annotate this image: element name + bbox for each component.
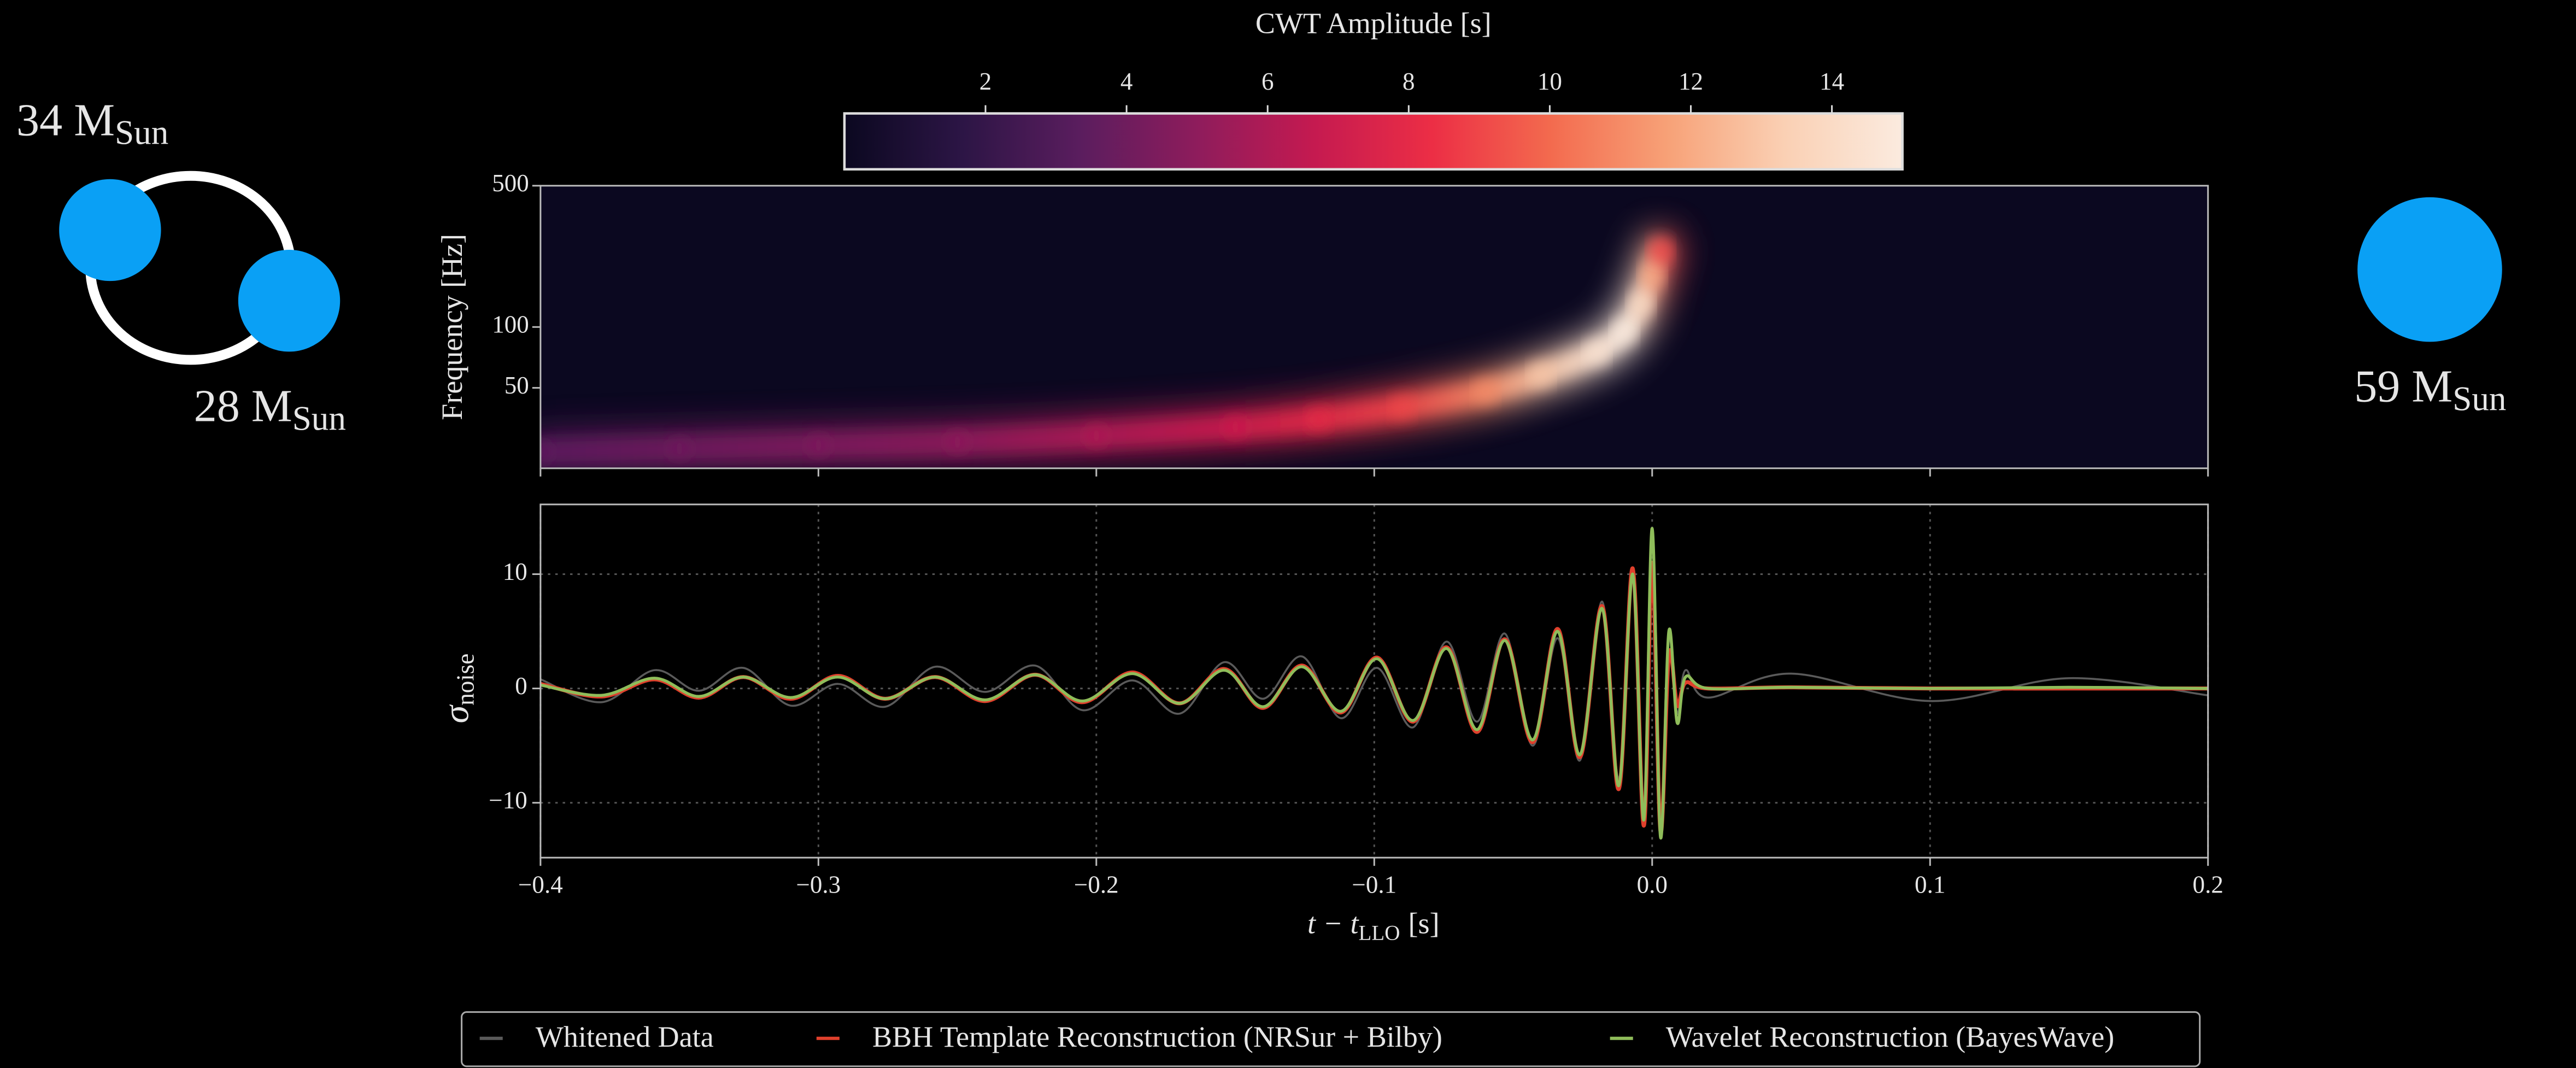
y-axis-label-2: σnoise xyxy=(437,654,479,724)
secondary-mass-text: 28 M xyxy=(194,381,292,432)
primary-mass-sub: Sun xyxy=(115,114,168,152)
colorbar-tick-label: 2 xyxy=(979,68,992,95)
y-tick-label: 500 xyxy=(492,169,529,197)
series-group xyxy=(540,527,2208,840)
colorbar-tick-label: 12 xyxy=(1679,68,1703,95)
x-tick-label: −0.1 xyxy=(1352,871,1396,899)
x-tick-label: −0.3 xyxy=(796,871,841,899)
colorbar-tick-label: 14 xyxy=(1820,68,1844,95)
chirp-point xyxy=(1585,342,1609,362)
remnant-mass-text: 59 M xyxy=(2354,361,2452,412)
chirp-point xyxy=(1084,426,1108,446)
colorbar-label: CWT Amplitude [s] xyxy=(1255,7,1492,40)
y-tick-label: −10 xyxy=(489,787,527,814)
legend-frame xyxy=(461,1011,2201,1067)
x-axis-label-sub: LLO xyxy=(1359,921,1400,944)
y-tick-label: 50 xyxy=(504,372,529,399)
chirp-point xyxy=(946,432,969,452)
chirp-point xyxy=(807,435,830,455)
chirp-point xyxy=(1640,265,1664,285)
x-tick-label: −0.2 xyxy=(1074,871,1119,899)
y-axis-label-2-sub: noise xyxy=(452,654,479,706)
chirp-point xyxy=(1390,397,1414,418)
x-tick-label: −0.4 xyxy=(518,871,563,899)
colorbar xyxy=(843,112,1904,171)
x-axis-label-text: t − t xyxy=(1307,907,1360,940)
series-line xyxy=(540,527,2208,840)
colorbar-tick-label: 4 xyxy=(1120,68,1133,95)
chirp-point xyxy=(540,442,552,462)
primary-mass-text: 34 M xyxy=(16,95,115,146)
chirp-point xyxy=(1474,382,1497,402)
legend-label: Whitened Data xyxy=(536,1020,714,1053)
primary-black-hole xyxy=(59,179,161,281)
legend-label: BBH Template Reconstruction (NRSur + Bil… xyxy=(872,1020,1442,1053)
chirp-point xyxy=(1307,409,1330,429)
chirp-point xyxy=(1529,365,1553,385)
chirp-point xyxy=(668,438,691,459)
y-axis-label: Frequency [Hz] xyxy=(436,234,468,420)
remnant-mass: 59 MSun xyxy=(2354,361,2506,418)
x-tick-label: 0.0 xyxy=(1637,871,1668,899)
chirp-point xyxy=(1629,294,1653,314)
chirp-point xyxy=(1224,417,1247,437)
legend-label: Wavelet Reconstruction (BayesWave) xyxy=(1666,1020,2114,1053)
x-axis-label: t − tLLO [s] xyxy=(1307,907,1440,945)
chirp-point xyxy=(1648,240,1673,260)
x-axis-label-unit: [s] xyxy=(1409,907,1440,940)
remnant-black-hole xyxy=(2357,197,2502,342)
y-tick-label: 100 xyxy=(492,311,529,338)
x-tick-label: 0.1 xyxy=(1915,871,1945,899)
y-tick-label: 10 xyxy=(503,558,527,585)
heatmap-field xyxy=(540,228,1682,468)
secondary-mass-sub: Sun xyxy=(292,400,346,438)
primary-mass: 34 MSun xyxy=(16,95,168,152)
y-axis-label-2-text: σ xyxy=(437,704,477,723)
y-tick-label: 0 xyxy=(515,672,527,700)
plot-frame xyxy=(539,503,2209,859)
legend: Whitened Data BBH Template Reconstruction… xyxy=(461,1011,2201,1067)
chirp-point xyxy=(1612,321,1636,342)
secondary-black-hole xyxy=(238,250,341,352)
colorbar-tick-label: 6 xyxy=(1261,68,1274,95)
colorbar-tick-label: 8 xyxy=(1403,68,1415,95)
secondary-mass: 28 MSun xyxy=(194,381,346,438)
colorbar-tick-label: 10 xyxy=(1538,68,1562,95)
remnant-mass-sub: Sun xyxy=(2452,380,2506,418)
x-tick-label: 0.2 xyxy=(2193,871,2223,899)
